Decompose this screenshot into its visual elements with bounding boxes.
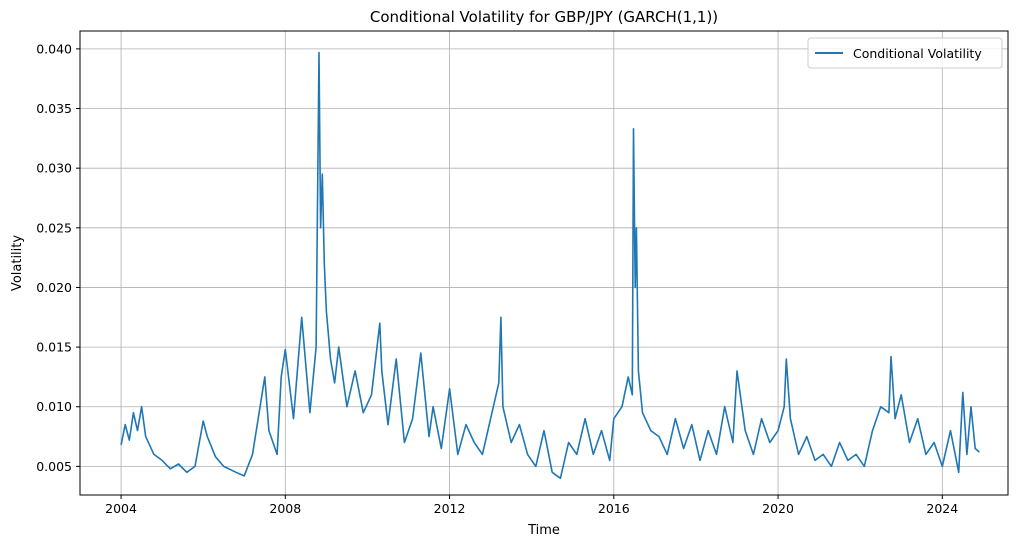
grid-lines xyxy=(80,31,1008,495)
x-tick-label: 2024 xyxy=(926,501,958,516)
x-tick-label: 2020 xyxy=(762,501,794,516)
x-tick-label: 2004 xyxy=(105,501,137,516)
y-tick-label: 0.040 xyxy=(36,41,72,56)
x-axis-title: Time xyxy=(527,523,560,538)
x-axis-ticks: 2004 2008 2012 2016 2020 2024 xyxy=(105,495,958,516)
legend: Conditional Volatility xyxy=(807,37,1003,69)
y-tick-label: 0.025 xyxy=(36,220,72,235)
y-tick-label: 0.020 xyxy=(36,280,72,295)
y-axis-title: Volatility xyxy=(10,235,25,291)
y-tick-label: 0.015 xyxy=(36,340,72,355)
y-tick-label: 0.035 xyxy=(36,101,72,116)
chart-title: Conditional Volatility for GBP/JPY (GARC… xyxy=(370,8,718,26)
y-tick-label: 0.030 xyxy=(36,161,72,176)
x-tick-label: 2008 xyxy=(269,501,301,516)
x-tick-label: 2016 xyxy=(598,501,630,516)
x-tick-label: 2012 xyxy=(434,501,466,516)
series-line-conditional-volatility xyxy=(120,51,980,480)
series-layer xyxy=(120,51,980,480)
y-tick-label: 0.010 xyxy=(36,399,72,414)
legend-box xyxy=(807,37,1003,69)
legend-label: Conditional Volatility xyxy=(853,46,982,61)
y-tick-label: 0.005 xyxy=(36,459,72,474)
y-axis-ticks: 0.005 0.010 0.015 0.020 0.025 0.030 0.035 0.040 xyxy=(36,41,80,474)
plot-area-frame xyxy=(79,30,1009,496)
